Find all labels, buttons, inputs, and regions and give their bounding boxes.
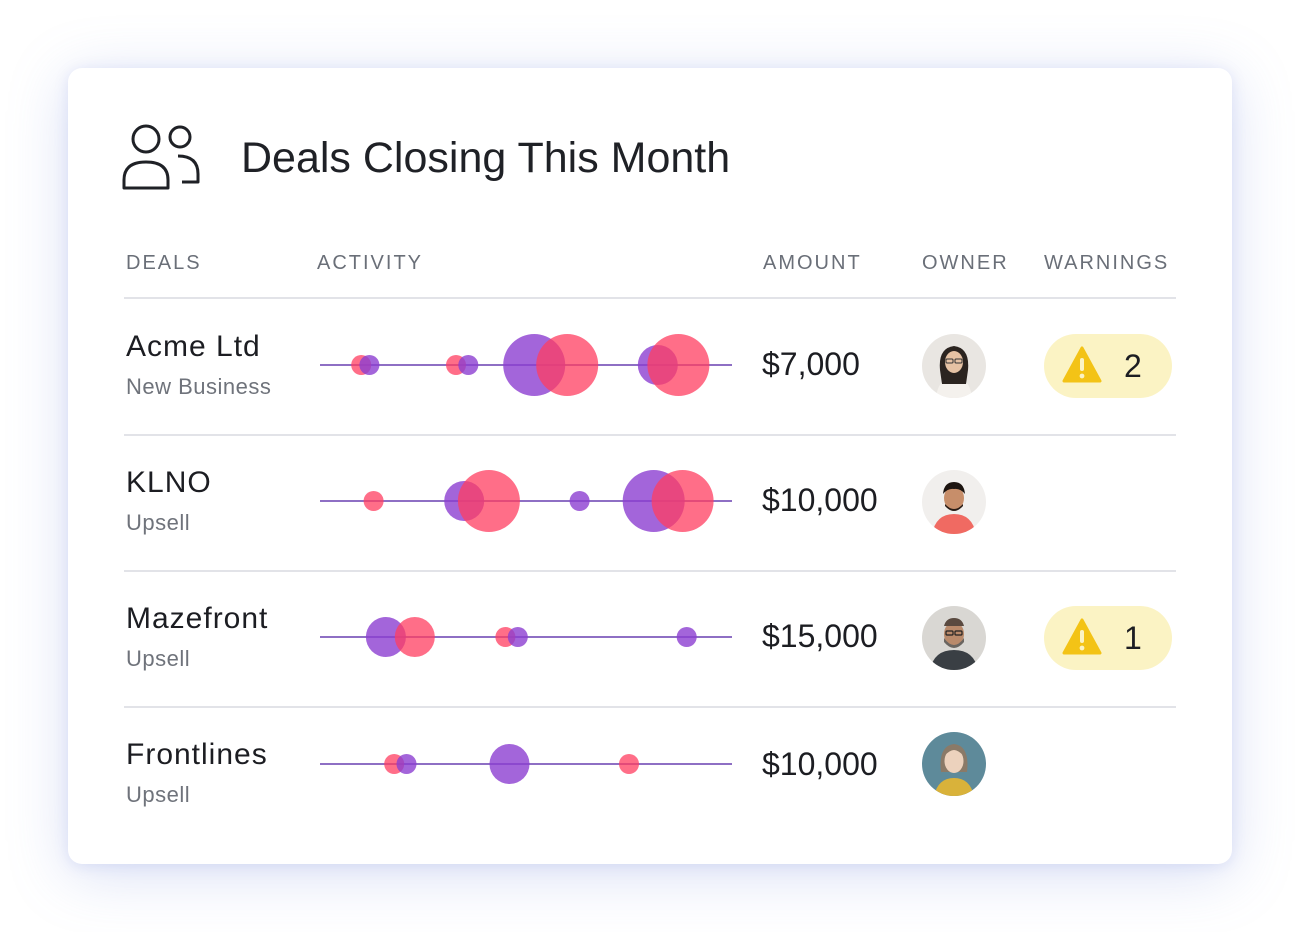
owner-avatar[interactable] bbox=[922, 334, 986, 398]
warning-badge[interactable]: 1 bbox=[1044, 606, 1172, 670]
row-divider bbox=[124, 570, 1176, 572]
row-divider bbox=[124, 434, 1176, 436]
header-divider bbox=[124, 297, 1176, 299]
activity-bubble-pink[interactable] bbox=[363, 491, 384, 511]
column-header-amount: AMOUNT bbox=[763, 252, 862, 274]
column-header-warnings: WARNINGS bbox=[1044, 252, 1170, 274]
row-divider bbox=[124, 706, 1176, 708]
deal-type: Upsell bbox=[126, 646, 191, 671]
activity-timeline bbox=[320, 744, 732, 784]
activity-bubble-pink[interactable] bbox=[647, 334, 710, 396]
activity-timeline bbox=[320, 617, 732, 657]
activity-timeline bbox=[320, 334, 732, 396]
deal-amount: $15,000 bbox=[762, 618, 878, 654]
deal-amount: $10,000 bbox=[762, 482, 878, 518]
warning-icon bbox=[1062, 618, 1102, 655]
activity-timeline bbox=[320, 470, 732, 532]
activity-bubble-pink[interactable] bbox=[619, 754, 639, 774]
deal-amount: $10,000 bbox=[762, 746, 878, 782]
activity-bubble-purple[interactable] bbox=[569, 491, 590, 511]
activity-bubble-purple[interactable] bbox=[507, 627, 528, 647]
owner-avatar[interactable] bbox=[922, 732, 986, 796]
deal-name[interactable]: Mazefront bbox=[126, 602, 269, 635]
warning-count: 2 bbox=[1124, 348, 1142, 384]
warning-icon bbox=[1062, 346, 1102, 383]
page-title: Deals Closing This Month bbox=[241, 134, 731, 182]
deal-name[interactable]: KLNO bbox=[126, 466, 212, 499]
deal-amount: $7,000 bbox=[762, 346, 860, 382]
activity-bubble-pink[interactable] bbox=[651, 470, 714, 532]
users-icon bbox=[122, 124, 200, 190]
column-header-owner: OWNER bbox=[922, 252, 1009, 274]
owner-avatar[interactable] bbox=[922, 606, 986, 670]
activity-bubble-purple[interactable] bbox=[396, 754, 417, 774]
owner-avatar[interactable] bbox=[922, 470, 986, 534]
warning-badge[interactable]: 2 bbox=[1044, 334, 1172, 398]
activity-bubble-purple[interactable] bbox=[458, 355, 479, 375]
activity-bubble-purple[interactable] bbox=[676, 627, 697, 647]
deal-name[interactable]: Acme Ltd bbox=[126, 330, 261, 363]
activity-bubble-purple[interactable] bbox=[489, 744, 530, 784]
activity-bubble-purple[interactable] bbox=[359, 355, 380, 375]
activity-bubble-purple[interactable] bbox=[365, 617, 406, 657]
deal-type: New Business bbox=[126, 374, 272, 399]
column-header-activity: ACTIVITY bbox=[317, 252, 424, 274]
activity-bubble-pink[interactable] bbox=[536, 334, 599, 396]
activity-bubble-pink[interactable] bbox=[457, 470, 520, 532]
column-header-deals: DEALS bbox=[126, 252, 202, 274]
deal-name[interactable]: Frontlines bbox=[126, 738, 268, 771]
deals-card: Deals Closing This Month DEALS ACTIVITY … bbox=[68, 68, 1232, 864]
deal-type: Upsell bbox=[126, 782, 191, 807]
deal-type: Upsell bbox=[126, 510, 191, 535]
activity-bubble-pink[interactable] bbox=[394, 617, 435, 657]
warning-count: 1 bbox=[1124, 620, 1142, 656]
